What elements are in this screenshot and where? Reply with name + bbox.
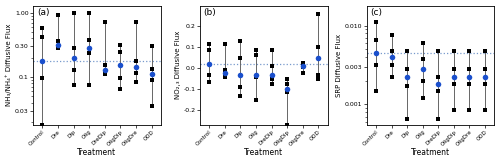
X-axis label: Treatment: Treatment — [411, 148, 450, 157]
Y-axis label: SRP Diffusive Flux: SRP Diffusive Flux — [336, 34, 342, 97]
Text: (c): (c) — [370, 8, 382, 17]
X-axis label: Treatment: Treatment — [78, 148, 116, 157]
X-axis label: Treatment: Treatment — [244, 148, 284, 157]
Text: (a): (a) — [37, 8, 50, 17]
Y-axis label: NH₃/NH₄⁺ Diffusive Flux: NH₃/NH₄⁺ Diffusive Flux — [6, 24, 12, 106]
Y-axis label: NO₂,₃ Diffusive Flux: NO₂,₃ Diffusive Flux — [174, 31, 180, 99]
Text: (b): (b) — [204, 8, 216, 17]
